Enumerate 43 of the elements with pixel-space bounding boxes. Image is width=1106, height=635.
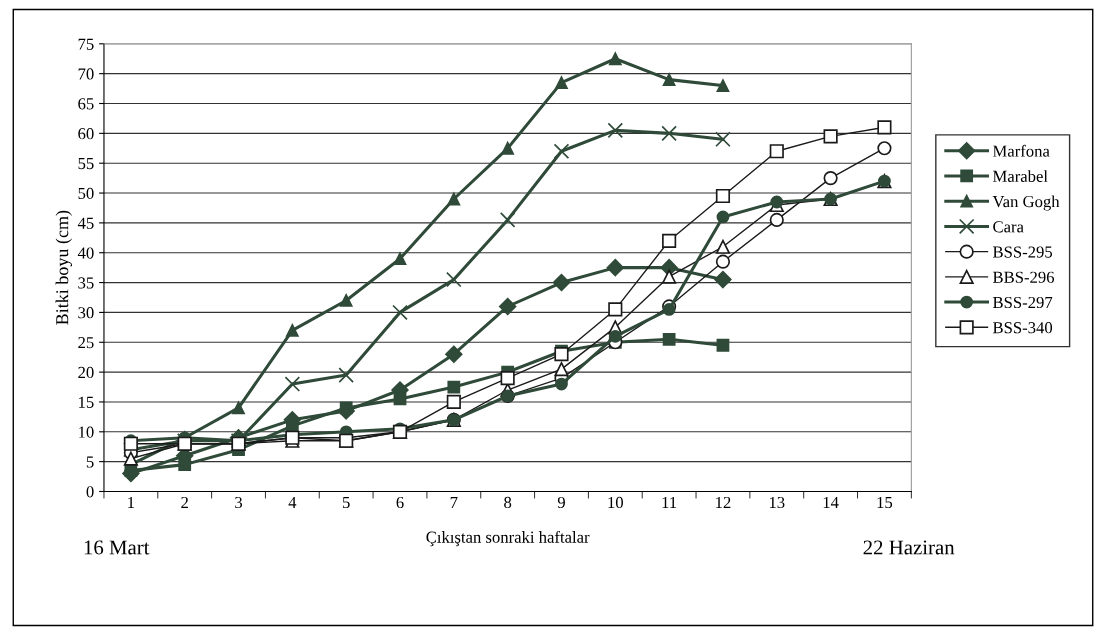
x-tick-label: 14 (823, 496, 839, 508)
legend-label: BSS-295 (992, 246, 1053, 258)
x-tick-label: 4 (288, 496, 297, 508)
y-tick-label: 50 (78, 187, 94, 199)
y-tick-label: 10 (79, 426, 94, 438)
y-tick-label: 45 (77, 217, 94, 229)
legend-label: Cara (993, 221, 1024, 233)
y-tick-label: 15 (79, 396, 94, 408)
y-tick-label: 55 (78, 158, 94, 170)
y-tick-label: 60 (78, 128, 94, 140)
y-tick-label: 30 (78, 307, 94, 319)
legend-label: BSS-297 (992, 296, 1053, 309)
text: 16 Mart (84, 540, 150, 555)
x-tick-label: 3 (235, 496, 243, 509)
y-tick-label: 0 (86, 486, 94, 498)
y-tick-label: 35 (78, 277, 94, 289)
y-tick-label: 65 (78, 98, 94, 110)
x-tick-label: 15 (877, 496, 893, 509)
x-tick-label: 12 (716, 496, 731, 508)
y-tick-label: 75 (78, 38, 94, 50)
x-tick-label: 13 (769, 496, 785, 509)
x-tick-label: 8 (504, 496, 512, 509)
x-tick-label: 7 (450, 497, 458, 508)
text: 22 Haziran (863, 540, 955, 555)
y-tick-label: 40 (77, 247, 94, 259)
legend-label: Van Gogh (992, 195, 1060, 211)
x-tick-label: 6 (396, 496, 404, 509)
legend-label: BBS-296 (992, 271, 1055, 283)
y-tick-label: 70 (78, 68, 94, 80)
y-tick-label: 5 (86, 456, 94, 468)
y-tick-label: 20 (78, 366, 94, 379)
x-tick-label: 5 (342, 497, 350, 509)
x-tick-label: 1 (128, 496, 135, 508)
y-tick-label: 25 (78, 337, 94, 349)
x-tick-label: 9 (557, 496, 565, 509)
x-tick-label: 2 (181, 496, 188, 508)
y-axis-title: Bitki boyu (cm) (55, 210, 73, 325)
legend-label: Marabel (992, 170, 1048, 182)
x-tick-label: 10 (608, 496, 623, 509)
legend-label: BSS-340 (992, 322, 1053, 334)
legend-label: Marfona (992, 144, 1050, 157)
x-axis-title: Çıkıştan sonraki haftalar (426, 530, 590, 547)
x-tick-label: 11 (662, 496, 677, 508)
